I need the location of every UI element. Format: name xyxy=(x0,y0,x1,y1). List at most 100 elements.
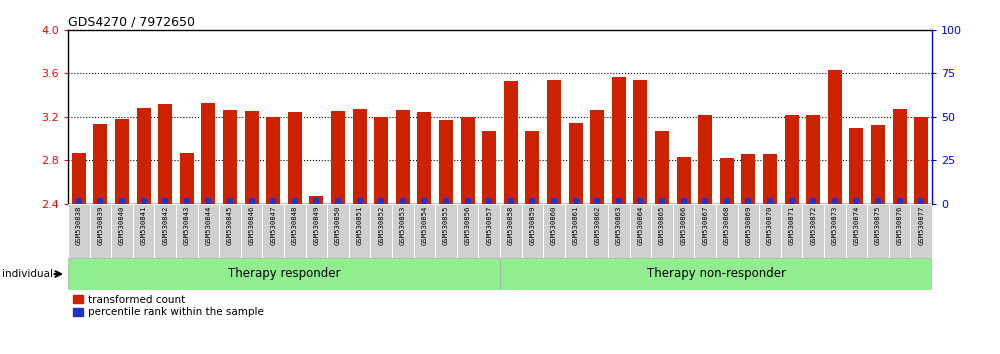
Bar xyxy=(500,204,522,258)
Bar xyxy=(633,80,647,204)
Text: GSM530864: GSM530864 xyxy=(637,205,643,245)
Bar xyxy=(810,198,816,204)
Bar xyxy=(543,204,565,258)
Bar xyxy=(681,198,687,204)
Text: GSM530858: GSM530858 xyxy=(508,205,514,245)
Bar xyxy=(93,124,107,204)
Text: GSM530871: GSM530871 xyxy=(789,205,795,245)
Text: GSM530849: GSM530849 xyxy=(313,205,319,245)
Bar xyxy=(119,198,125,204)
Bar xyxy=(353,109,367,204)
Bar xyxy=(68,258,500,290)
Bar xyxy=(111,204,133,258)
Bar xyxy=(802,204,824,258)
Text: GSM530857: GSM530857 xyxy=(486,205,492,245)
Text: GSM530852: GSM530852 xyxy=(378,205,384,245)
Text: GSM530844: GSM530844 xyxy=(205,205,211,245)
Text: GSM530851: GSM530851 xyxy=(357,205,363,245)
Bar xyxy=(198,204,219,258)
Text: GDS4270 / 7972650: GDS4270 / 7972650 xyxy=(68,16,195,29)
Bar xyxy=(400,198,406,204)
Bar xyxy=(284,204,306,258)
Bar xyxy=(781,204,802,258)
Bar xyxy=(331,112,345,204)
Bar xyxy=(806,115,820,204)
Text: GSM530853: GSM530853 xyxy=(400,205,406,245)
Bar xyxy=(824,204,846,258)
Bar xyxy=(137,108,151,204)
Text: GSM530850: GSM530850 xyxy=(335,205,341,245)
Bar xyxy=(897,198,903,204)
Bar xyxy=(673,204,694,258)
Bar xyxy=(694,204,716,258)
Bar xyxy=(392,204,414,258)
Bar xyxy=(594,198,600,204)
Bar xyxy=(612,77,626,204)
Bar xyxy=(551,198,557,204)
Bar xyxy=(133,204,154,258)
Text: GSM530859: GSM530859 xyxy=(529,205,535,245)
Bar xyxy=(141,198,147,204)
Bar xyxy=(249,198,255,204)
Text: Therapy non-responder: Therapy non-responder xyxy=(647,268,786,280)
Bar xyxy=(500,258,932,290)
Bar xyxy=(547,80,561,204)
Bar xyxy=(309,196,323,204)
Bar xyxy=(180,153,194,204)
Text: GSM530838: GSM530838 xyxy=(76,205,82,245)
Bar xyxy=(158,104,172,204)
Bar xyxy=(871,126,885,204)
Bar xyxy=(115,119,129,204)
Bar xyxy=(349,204,370,258)
Bar xyxy=(439,120,453,204)
Bar xyxy=(245,112,259,204)
Bar xyxy=(745,198,751,204)
Bar xyxy=(738,204,759,258)
Text: GSM530863: GSM530863 xyxy=(616,205,622,245)
Bar xyxy=(97,198,103,204)
Bar xyxy=(227,198,233,204)
Bar xyxy=(396,110,410,204)
Bar xyxy=(616,198,622,204)
Bar xyxy=(853,198,859,204)
Bar xyxy=(443,198,449,204)
Bar xyxy=(565,204,586,258)
Bar xyxy=(846,204,867,258)
Bar xyxy=(201,103,215,204)
Bar xyxy=(522,204,543,258)
Text: GSM530867: GSM530867 xyxy=(702,205,708,245)
Bar xyxy=(313,198,319,204)
Text: GSM530840: GSM530840 xyxy=(119,205,125,245)
Bar xyxy=(914,117,928,204)
Bar xyxy=(789,198,795,204)
Bar xyxy=(608,204,630,258)
Bar xyxy=(893,109,907,204)
Text: GSM530845: GSM530845 xyxy=(227,205,233,245)
Text: GSM530861: GSM530861 xyxy=(573,205,579,245)
Bar xyxy=(486,198,492,204)
Bar xyxy=(482,131,496,204)
Bar xyxy=(219,204,241,258)
Text: individual: individual xyxy=(2,269,53,279)
Bar xyxy=(529,198,535,204)
Text: GSM530869: GSM530869 xyxy=(745,205,751,245)
Bar xyxy=(720,158,734,204)
Bar xyxy=(154,204,176,258)
Bar xyxy=(478,204,500,258)
Text: GSM530875: GSM530875 xyxy=(875,205,881,245)
Bar xyxy=(655,131,669,204)
Text: GSM530855: GSM530855 xyxy=(443,205,449,245)
Text: GSM530866: GSM530866 xyxy=(681,205,687,245)
Bar xyxy=(262,204,284,258)
Bar xyxy=(651,204,673,258)
Bar xyxy=(288,113,302,204)
Bar xyxy=(698,115,712,204)
Text: GSM530873: GSM530873 xyxy=(832,205,838,245)
Text: GSM530865: GSM530865 xyxy=(659,205,665,245)
Bar xyxy=(417,113,431,204)
Text: GSM530876: GSM530876 xyxy=(897,205,903,245)
Bar xyxy=(357,198,363,204)
Bar xyxy=(716,204,738,258)
Text: Therapy responder: Therapy responder xyxy=(228,268,340,280)
Bar xyxy=(68,204,90,258)
